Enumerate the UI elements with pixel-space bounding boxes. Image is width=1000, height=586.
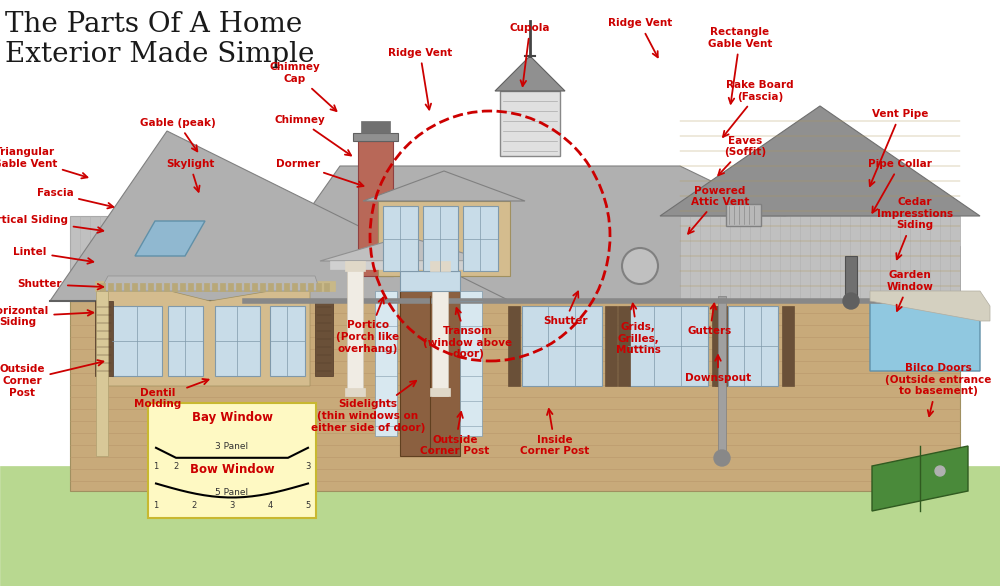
Polygon shape <box>300 283 305 291</box>
Text: Chimney: Chimney <box>275 115 351 155</box>
Polygon shape <box>228 283 233 291</box>
Polygon shape <box>315 301 333 376</box>
Text: Skylight: Skylight <box>166 159 214 192</box>
Polygon shape <box>460 291 482 436</box>
Polygon shape <box>605 306 617 386</box>
Text: Triangular
Gable Vent: Triangular Gable Vent <box>0 148 87 178</box>
Polygon shape <box>132 283 137 291</box>
Text: Sidelights
(thin windows on
either side of door): Sidelights (thin windows on either side … <box>311 381 425 432</box>
Circle shape <box>935 466 945 476</box>
Polygon shape <box>148 283 153 291</box>
Polygon shape <box>70 301 960 491</box>
Text: 1: 1 <box>153 502 159 510</box>
Text: Inside
Corner Post: Inside Corner Post <box>520 409 590 456</box>
Polygon shape <box>112 306 162 376</box>
Polygon shape <box>845 256 857 301</box>
Polygon shape <box>522 306 602 386</box>
Polygon shape <box>712 306 724 386</box>
Text: Outside
Corner Post: Outside Corner Post <box>420 412 490 456</box>
Polygon shape <box>718 296 726 456</box>
Text: Fascia: Fascia <box>37 188 113 209</box>
Polygon shape <box>628 306 708 386</box>
Text: Vent Pipe: Vent Pipe <box>869 109 928 186</box>
Polygon shape <box>95 281 335 291</box>
Text: 4: 4 <box>267 502 273 510</box>
Polygon shape <box>378 201 510 276</box>
Polygon shape <box>430 388 450 396</box>
Polygon shape <box>870 301 980 371</box>
Polygon shape <box>345 388 365 396</box>
Text: 2: 2 <box>173 462 179 471</box>
Polygon shape <box>782 306 794 386</box>
Polygon shape <box>292 283 297 291</box>
Polygon shape <box>872 446 968 511</box>
Polygon shape <box>156 283 161 291</box>
Text: Downspout: Downspout <box>685 355 751 383</box>
Polygon shape <box>220 283 225 291</box>
Polygon shape <box>188 283 193 291</box>
Polygon shape <box>268 283 273 291</box>
Polygon shape <box>308 283 313 291</box>
Text: 3 Panel: 3 Panel <box>215 442 249 451</box>
Polygon shape <box>245 166 960 301</box>
Text: 3: 3 <box>229 502 235 510</box>
Polygon shape <box>95 301 113 376</box>
Polygon shape <box>330 261 480 269</box>
Polygon shape <box>172 283 177 291</box>
Polygon shape <box>361 121 390 133</box>
Text: Bilco Doors
(Outside entrance
to basement): Bilco Doors (Outside entrance to basemen… <box>885 363 991 416</box>
Text: Outside
Corner
Post: Outside Corner Post <box>0 360 103 397</box>
Polygon shape <box>345 261 365 271</box>
Text: Ridge Vent: Ridge Vent <box>608 18 672 57</box>
Polygon shape <box>463 206 498 271</box>
Text: Shutter: Shutter <box>18 279 103 289</box>
Text: Rake Board
(Fascia): Rake Board (Fascia) <box>723 80 794 137</box>
Text: Eaves
(Soffit): Eaves (Soffit) <box>718 136 766 175</box>
Polygon shape <box>180 283 185 291</box>
Polygon shape <box>164 283 169 291</box>
Polygon shape <box>245 246 960 301</box>
Polygon shape <box>375 291 397 436</box>
Polygon shape <box>500 91 560 156</box>
Polygon shape <box>108 291 310 386</box>
Polygon shape <box>140 283 145 291</box>
Polygon shape <box>276 283 281 291</box>
Text: 3: 3 <box>305 462 311 471</box>
Polygon shape <box>204 283 209 291</box>
Polygon shape <box>108 283 113 291</box>
Polygon shape <box>728 306 778 386</box>
Polygon shape <box>495 56 565 91</box>
Polygon shape <box>70 216 265 301</box>
Text: Bow Window: Bow Window <box>190 463 274 476</box>
Polygon shape <box>324 283 329 291</box>
Polygon shape <box>618 306 630 386</box>
Polygon shape <box>347 261 363 396</box>
Text: Dormer: Dormer <box>276 159 363 187</box>
Circle shape <box>622 248 658 284</box>
Polygon shape <box>363 171 525 201</box>
Text: Bay Window: Bay Window <box>192 411 272 424</box>
Polygon shape <box>432 261 448 396</box>
Polygon shape <box>383 206 418 271</box>
Polygon shape <box>50 131 510 301</box>
Polygon shape <box>100 283 105 291</box>
Polygon shape <box>680 106 960 216</box>
Text: Transom
(window above
door): Transom (window above door) <box>423 308 513 359</box>
Polygon shape <box>715 306 727 386</box>
Text: 5 Panel: 5 Panel <box>215 488 249 497</box>
Polygon shape <box>212 283 217 291</box>
Text: Dentil
Molding: Dentil Molding <box>134 379 209 409</box>
Polygon shape <box>508 306 520 386</box>
Text: Vertical Siding: Vertical Siding <box>0 214 103 233</box>
Polygon shape <box>680 216 960 301</box>
Polygon shape <box>236 283 241 291</box>
Text: Lintel: Lintel <box>13 247 93 264</box>
Text: Pipe Collar: Pipe Collar <box>868 159 932 213</box>
Text: Grids,
Grilles,
Muttins: Grids, Grilles, Muttins <box>616 304 660 355</box>
Polygon shape <box>726 204 761 226</box>
Polygon shape <box>353 133 398 141</box>
Polygon shape <box>100 276 320 291</box>
Text: Powered
Attic Vent: Powered Attic Vent <box>688 186 749 234</box>
Polygon shape <box>168 306 203 376</box>
